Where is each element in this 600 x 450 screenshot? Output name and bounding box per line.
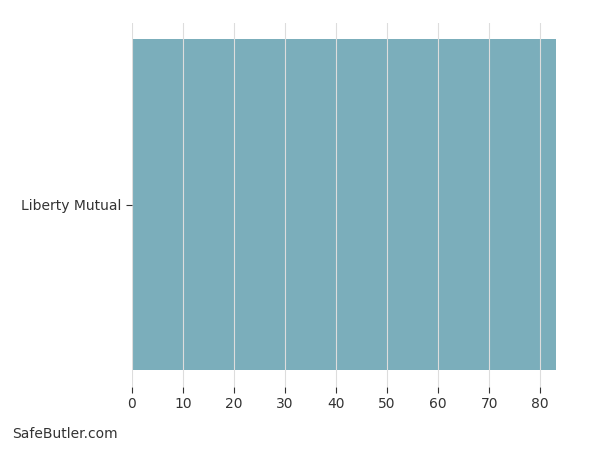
Text: SafeButler.com: SafeButler.com xyxy=(12,427,118,441)
